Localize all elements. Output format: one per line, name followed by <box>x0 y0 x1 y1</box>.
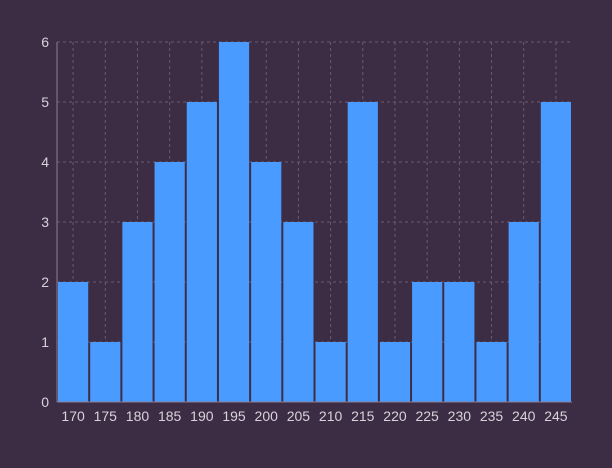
x-tick-label: 205 <box>287 408 311 424</box>
y-tick-label: 3 <box>41 214 49 230</box>
x-tick-label: 175 <box>94 408 118 424</box>
bar-170 <box>58 282 89 402</box>
y-tick-labels: 0 1 2 3 4 5 6 <box>41 34 49 410</box>
axes <box>56 42 572 403</box>
x-tick-label: 200 <box>255 408 279 424</box>
bar-205 <box>283 222 314 402</box>
bar-225 <box>412 282 443 402</box>
bar-220 <box>379 342 411 402</box>
x-tick-label: 170 <box>61 408 85 424</box>
x-tick-label: 230 <box>448 408 472 424</box>
y-tick-label: 0 <box>41 394 49 410</box>
bar-195 <box>218 42 250 402</box>
x-tick-label: 210 <box>319 408 343 424</box>
x-tick-label: 195 <box>222 408 246 424</box>
x-tick-label: 185 <box>158 408 182 424</box>
bar-240 <box>508 222 539 402</box>
bar-190 <box>186 102 217 402</box>
bars <box>58 42 571 402</box>
x-tick-label: 190 <box>190 408 214 424</box>
bar-175 <box>90 342 121 402</box>
bar-180 <box>122 222 153 402</box>
bar-185 <box>154 162 185 402</box>
bar-200 <box>251 162 282 402</box>
bar-235 <box>476 342 507 402</box>
x-tick-label: 240 <box>512 408 536 424</box>
bar-210 <box>315 342 346 402</box>
x-tick-label: 220 <box>383 408 407 424</box>
y-tick-label: 4 <box>41 154 49 170</box>
x-tick-label: 215 <box>351 408 375 424</box>
y-tick-label: 2 <box>41 274 49 290</box>
x-tick-label: 225 <box>415 408 439 424</box>
y-tick-label: 1 <box>41 334 49 350</box>
bar-245 <box>540 102 571 402</box>
y-tick-label: 5 <box>41 94 49 110</box>
bar-215 <box>347 102 378 402</box>
y-tick-label: 6 <box>41 34 49 50</box>
x-tick-label: 235 <box>480 408 504 424</box>
bar-230 <box>444 282 475 402</box>
x-tick-label: 245 <box>544 408 568 424</box>
x-tick-label: 180 <box>126 408 150 424</box>
x-tick-labels: 170 175 180 185 190 195 200 205 210 215 220 225 230 2… <box>61 408 567 424</box>
